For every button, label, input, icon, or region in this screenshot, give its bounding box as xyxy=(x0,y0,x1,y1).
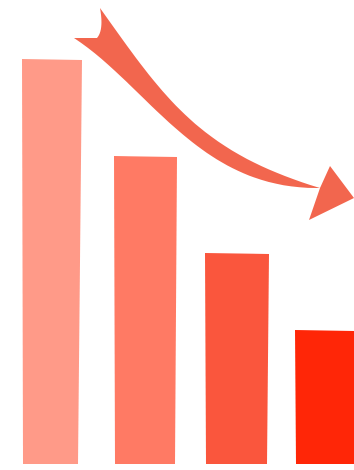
bar-4 xyxy=(295,330,354,464)
bar-1 xyxy=(22,59,82,464)
downward-trend-arrow-icon xyxy=(74,8,354,220)
bars-group xyxy=(22,59,354,464)
bar-2 xyxy=(114,156,177,464)
bar-3 xyxy=(205,253,269,464)
